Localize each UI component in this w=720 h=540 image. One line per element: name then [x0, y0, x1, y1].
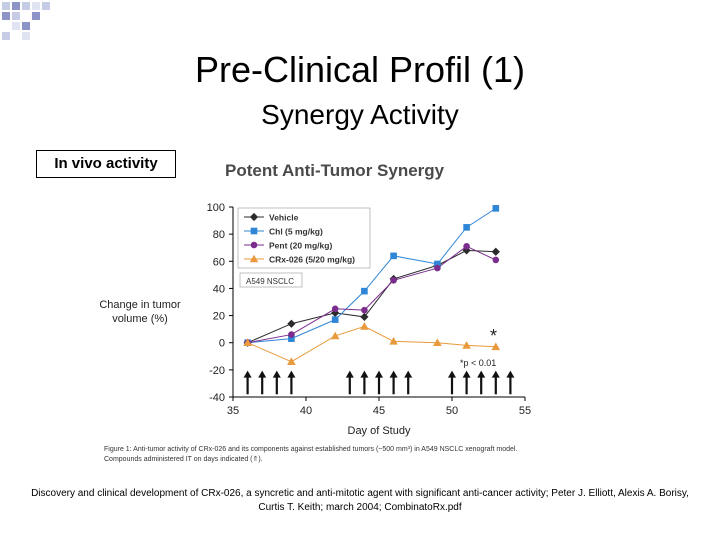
data-point-pent	[492, 256, 500, 264]
y-tick-label: 60	[213, 256, 225, 268]
dosing-arrow-icon	[491, 370, 500, 395]
legend-label-vehicle: Vehicle	[269, 213, 299, 223]
dosing-arrow-icon	[477, 370, 486, 395]
data-point-crx	[462, 341, 471, 349]
dosing-arrow-icon	[243, 370, 252, 395]
legend-box	[237, 207, 371, 269]
dosing-arrow-icon	[448, 370, 456, 395]
data-point-chl	[390, 252, 397, 260]
y-axis-label-line2: volume (%)	[112, 313, 168, 325]
series-line-crx	[247, 325, 496, 363]
data-point-pent	[463, 243, 470, 250]
legend-marker-pent	[250, 241, 258, 249]
legend-marker-chl	[250, 227, 258, 235]
corner-decoration	[0, 0, 60, 50]
reference-line-1: Discovery and clinical development of CR…	[31, 488, 689, 499]
data-point-chl	[288, 335, 295, 342]
significance-note: *p < 0.01	[460, 358, 496, 368]
data-point-chl	[361, 287, 368, 295]
data-point-pent	[390, 276, 397, 284]
data-point-vehicle	[287, 319, 296, 328]
y-tick-label: 40	[213, 283, 225, 295]
legend-label-pent: Pent (20 mg/kg)	[269, 241, 332, 251]
data-point-vehicle	[491, 247, 500, 256]
y-tick-label: 0	[219, 338, 225, 350]
dosing-arrow-icon	[258, 370, 267, 395]
legend-label-crx: CRx-026 (5/20 mg/kg)	[269, 255, 355, 265]
dosing-arrow-icon	[272, 370, 281, 395]
dosing-arrow-icon	[462, 370, 471, 395]
dosing-arrow-icon	[404, 370, 413, 395]
y-tick-label: 20	[213, 311, 225, 323]
reference-text: Discovery and clinical development of CR…	[10, 487, 710, 515]
data-point-pent	[288, 331, 295, 338]
legend-marker-crx	[249, 254, 259, 263]
dosing-arrow-icon	[389, 370, 398, 395]
in-vivo-label: In vivo activity	[36, 150, 176, 178]
reference-line-2: Curtis T. Keith; march 2004; CombinatoRx…	[258, 502, 462, 513]
data-point-pent	[361, 306, 368, 314]
data-point-pent	[331, 305, 339, 313]
dosing-arrow-icon	[345, 370, 354, 395]
x-axis-label: Day of Study	[348, 425, 411, 437]
figure-caption: Figure 1: Anti-tumor activity of CRx-026…	[104, 445, 604, 465]
y-tick-label: -40	[209, 392, 225, 404]
data-point-crx	[287, 357, 296, 366]
caption-line-1: Figure 1: Anti-tumor activity of CRx-026…	[104, 446, 518, 453]
series-line-vehicle	[247, 249, 496, 344]
slide-subtitle: Synergy Activity	[261, 99, 459, 130]
slide-title: Pre-Clinical Profil (1)	[194, 49, 526, 90]
dosing-arrow-icon	[287, 370, 296, 395]
x-tick-label: 45	[373, 405, 385, 417]
data-point-vehicle	[360, 312, 369, 322]
series-line-pent	[247, 245, 497, 344]
y-tick-label: -20	[209, 365, 225, 377]
x-tick-label: 40	[300, 405, 312, 417]
x-tick-label: 55	[519, 405, 531, 417]
legend-marker-vehicle	[249, 212, 259, 222]
dosing-arrow-icon	[506, 370, 515, 395]
data-point-chl	[492, 205, 500, 212]
dosing-arrow-icon	[360, 370, 369, 395]
data-point-vehicle	[462, 246, 471, 255]
series-line-chl	[247, 207, 497, 344]
data-point-crx	[491, 342, 501, 351]
model-label-box	[239, 272, 303, 288]
caption-line-2: Compounds administered IT on days indica…	[104, 456, 263, 463]
legend-label-chl: Chl (5 mg/kg)	[269, 227, 323, 237]
data-point-crx	[243, 338, 252, 347]
model-label: A549 NSCLC	[246, 277, 294, 286]
y-axis-label-line1: Change in tumor	[100, 299, 181, 311]
y-tick-label: 100	[207, 202, 225, 214]
significance-star: *	[490, 326, 497, 346]
data-point-crx	[433, 338, 442, 347]
x-tick-label: 35	[227, 405, 239, 417]
data-point-chl	[463, 224, 470, 231]
data-point-crx	[360, 322, 369, 330]
x-tick-label: 50	[446, 405, 458, 417]
y-tick-label: 80	[213, 229, 225, 241]
data-point-chl	[331, 316, 339, 323]
chart-title: Potent Anti-Tumor Synergy	[225, 161, 445, 180]
data-point-chl	[434, 260, 441, 268]
data-point-pent	[434, 264, 441, 272]
dosing-arrow-icon	[375, 370, 383, 395]
data-point-crx	[330, 331, 340, 340]
data-point-crx	[389, 337, 398, 345]
